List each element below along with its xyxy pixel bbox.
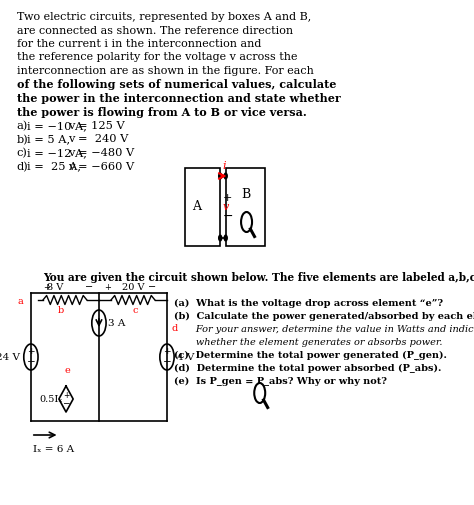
Text: b): b)	[17, 134, 28, 145]
Text: d): d)	[17, 162, 28, 172]
Text: A: A	[191, 200, 201, 214]
Text: i = −12 A,: i = −12 A,	[27, 148, 86, 158]
Text: 20 V: 20 V	[122, 283, 144, 292]
Text: Iₓ = 6 A: Iₓ = 6 A	[33, 445, 74, 454]
Text: (a)  What is the voltage drop across element “e”?: (a) What is the voltage drop across elem…	[173, 299, 443, 308]
Text: i = −10 A,: i = −10 A,	[27, 121, 86, 131]
Circle shape	[224, 235, 227, 241]
Text: (d)  Determine the total power absorbed (P_abs).: (d) Determine the total power absorbed (…	[173, 364, 441, 373]
Text: c): c)	[17, 148, 27, 158]
Text: for the current i in the interconnection and: for the current i in the interconnection…	[17, 39, 261, 49]
Circle shape	[92, 310, 106, 336]
Text: v =  240 V: v = 240 V	[68, 134, 128, 144]
Circle shape	[160, 344, 174, 370]
Bar	[184, 168, 220, 246]
Text: the power in the interconnection and state whether: the power in the interconnection and sta…	[17, 93, 340, 104]
Text: v = −480 V: v = −480 V	[68, 148, 134, 158]
Text: interconnection are as shown in the figure. For each: interconnection are as shown in the figu…	[17, 66, 313, 76]
Text: i = 5 A,: i = 5 A,	[27, 134, 70, 144]
Text: +: +	[63, 390, 69, 399]
Text: −: −	[163, 357, 172, 367]
Text: +: +	[104, 283, 111, 292]
Text: of the following sets of numerical values, calculate: of the following sets of numerical value…	[17, 79, 336, 90]
Text: Two electric circuits, represented by boxes A and B,: Two electric circuits, represented by bo…	[17, 12, 311, 22]
Text: v = 125 V: v = 125 V	[68, 121, 124, 131]
Text: (c)  Determine the total power generated (P_gen).: (c) Determine the total power generated …	[173, 351, 447, 360]
Bar	[226, 168, 265, 246]
Circle shape	[254, 383, 265, 403]
Text: b: b	[57, 306, 64, 315]
Text: 3 A: 3 A	[108, 319, 126, 328]
Text: −: −	[222, 210, 233, 223]
Text: v = −660 V: v = −660 V	[68, 162, 134, 172]
Text: You are given the circuit shown below. The five elements are labeled a,b,c,d & e: You are given the circuit shown below. T…	[43, 272, 474, 283]
Text: +: +	[43, 283, 50, 292]
Text: −: −	[147, 282, 155, 292]
Circle shape	[219, 235, 222, 241]
Text: i: i	[222, 161, 226, 171]
Circle shape	[224, 173, 227, 179]
Text: For your answer, determine the value in Watts and indicate: For your answer, determine the value in …	[173, 325, 474, 334]
Text: −: −	[27, 357, 35, 367]
Text: c: c	[133, 306, 138, 315]
Text: 0.5Iₓ: 0.5Iₓ	[39, 394, 63, 403]
Text: are connected as shown. The reference direction: are connected as shown. The reference di…	[17, 25, 293, 35]
Text: 8 V: 8 V	[47, 283, 63, 292]
Text: B: B	[241, 187, 250, 200]
Circle shape	[24, 344, 38, 370]
Text: (b)  Calculate the power generated/absorbed by each element.: (b) Calculate the power generated/absorb…	[173, 312, 474, 321]
Text: the power is flowing from A to B or vice versa.: the power is flowing from A to B or vice…	[17, 107, 306, 118]
Text: e: e	[64, 366, 70, 375]
Text: 4 V: 4 V	[177, 352, 194, 362]
Text: +: +	[27, 347, 35, 357]
Text: a): a)	[17, 121, 28, 131]
Circle shape	[241, 212, 252, 232]
Text: the reference polarity for the voltage v across the: the reference polarity for the voltage v…	[17, 53, 297, 63]
Text: i =  25 A,: i = 25 A,	[27, 162, 81, 172]
Text: +: +	[163, 347, 171, 357]
Text: v: v	[222, 202, 228, 212]
Text: 24 V: 24 V	[0, 352, 20, 362]
Text: (e)  Is P_gen = P_abs? Why or why not?: (e) Is P_gen = P_abs? Why or why not?	[173, 377, 387, 386]
Text: −: −	[62, 398, 70, 408]
Text: −: −	[85, 282, 93, 292]
Text: whether the element generates or absorbs power.: whether the element generates or absorbs…	[173, 338, 442, 347]
Text: a: a	[17, 297, 23, 306]
Text: +: +	[222, 193, 232, 203]
Circle shape	[219, 173, 222, 179]
Text: d: d	[172, 324, 178, 333]
